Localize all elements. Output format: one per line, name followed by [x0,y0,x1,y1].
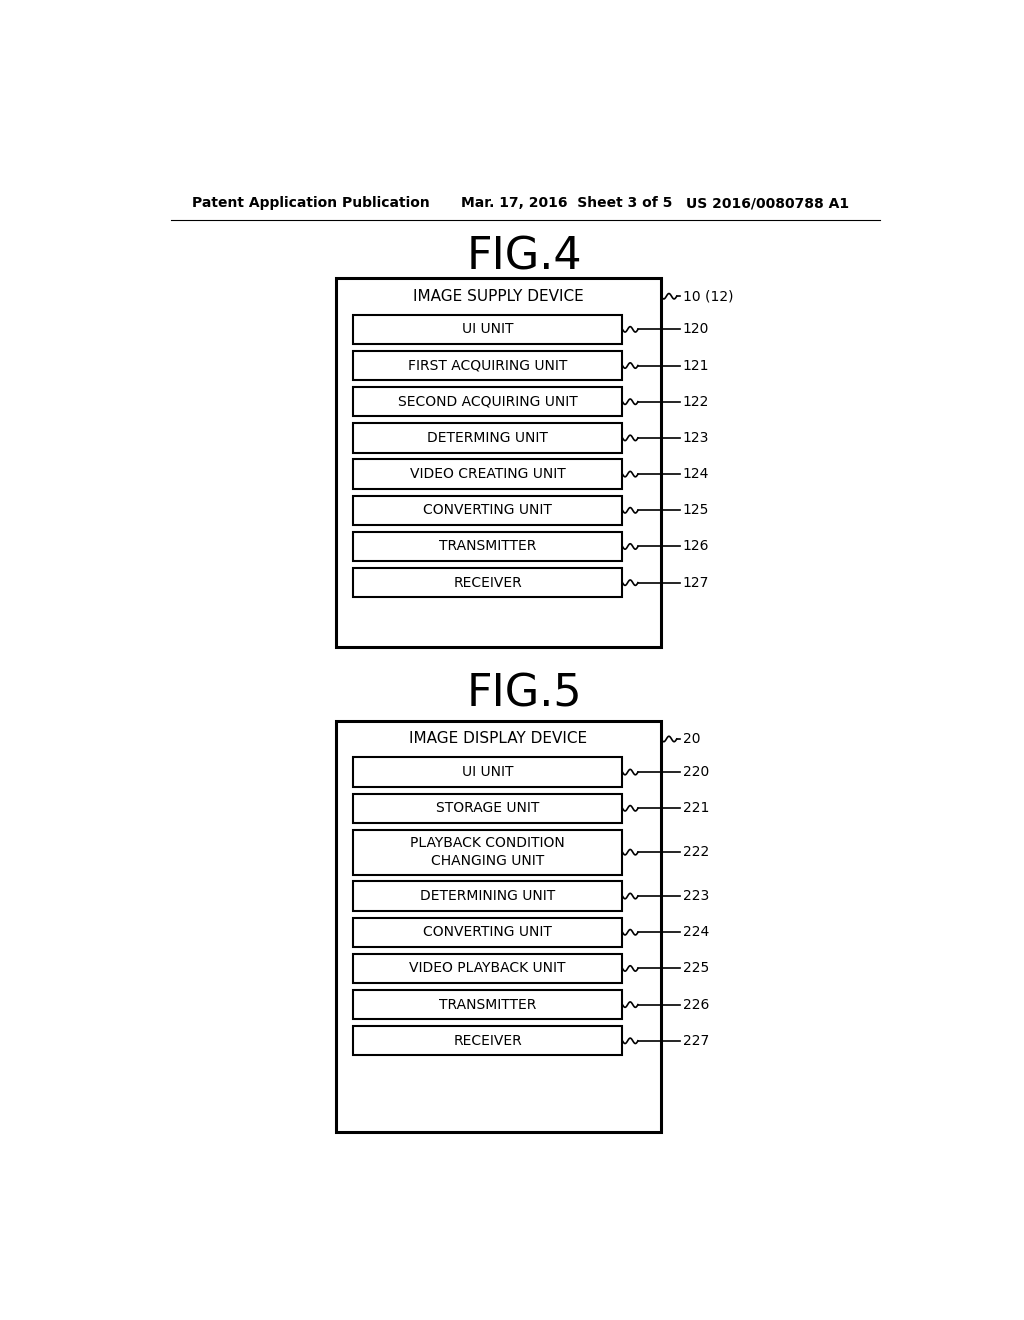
Text: 222: 222 [683,845,710,859]
Text: 224: 224 [683,925,710,940]
Text: SECOND ACQUIRING UNIT: SECOND ACQUIRING UNIT [397,395,578,409]
Text: Mar. 17, 2016  Sheet 3 of 5: Mar. 17, 2016 Sheet 3 of 5 [461,197,673,210]
Bar [352,758,623,787]
Text: 226: 226 [683,998,710,1011]
Text: RECEIVER: RECEIVER [454,576,522,590]
Text: 227: 227 [683,1034,710,1048]
Bar [352,990,623,1019]
Bar [352,917,623,946]
Text: 127: 127 [683,576,710,590]
Text: STORAGE UNIT: STORAGE UNIT [436,801,540,816]
Bar [352,496,623,525]
Text: VIDEO CREATING UNIT: VIDEO CREATING UNIT [410,467,565,480]
Text: Patent Application Publication: Patent Application Publication [191,197,429,210]
Bar [352,459,623,488]
Bar [336,277,662,647]
Bar [352,1026,623,1056]
Text: TRANSMITTER: TRANSMITTER [439,540,537,553]
Text: UI UNIT: UI UNIT [462,322,513,337]
Bar [352,387,623,416]
Text: PLAYBACK CONDITION
CHANGING UNIT: PLAYBACK CONDITION CHANGING UNIT [411,836,565,869]
Text: 20: 20 [683,733,700,746]
Text: IMAGE SUPPLY DEVICE: IMAGE SUPPLY DEVICE [413,289,584,304]
Text: IMAGE DISPLAY DEVICE: IMAGE DISPLAY DEVICE [410,731,588,747]
Bar [352,351,623,380]
Text: DETERMING UNIT: DETERMING UNIT [427,430,548,445]
Text: FIRST ACQUIRING UNIT: FIRST ACQUIRING UNIT [408,359,567,372]
Text: 125: 125 [683,503,710,517]
Text: 120: 120 [683,322,710,337]
Text: 121: 121 [683,359,710,372]
Text: DETERMINING UNIT: DETERMINING UNIT [420,890,555,903]
Bar [352,830,623,875]
Text: 123: 123 [683,430,710,445]
Text: 221: 221 [683,801,710,816]
Text: CONVERTING UNIT: CONVERTING UNIT [423,925,552,940]
Text: 126: 126 [683,540,710,553]
Bar [352,568,623,598]
Text: US 2016/0080788 A1: US 2016/0080788 A1 [686,197,849,210]
Bar [352,314,623,345]
Text: 10 (12): 10 (12) [683,289,733,304]
Text: CONVERTING UNIT: CONVERTING UNIT [423,503,552,517]
Text: 220: 220 [683,766,710,779]
Bar [352,424,623,453]
Text: 122: 122 [683,395,710,409]
Bar [352,882,623,911]
Text: UI UNIT: UI UNIT [462,766,513,779]
Bar [352,954,623,983]
Bar [352,793,623,822]
Text: RECEIVER: RECEIVER [454,1034,522,1048]
Text: FIG.4: FIG.4 [467,235,583,279]
Text: 223: 223 [683,890,710,903]
Bar [352,532,623,561]
Text: FIG.5: FIG.5 [467,672,583,715]
Text: VIDEO PLAYBACK UNIT: VIDEO PLAYBACK UNIT [410,961,566,975]
Bar [336,721,662,1133]
Text: TRANSMITTER: TRANSMITTER [439,998,537,1011]
Text: 225: 225 [683,961,710,975]
Text: 124: 124 [683,467,710,480]
